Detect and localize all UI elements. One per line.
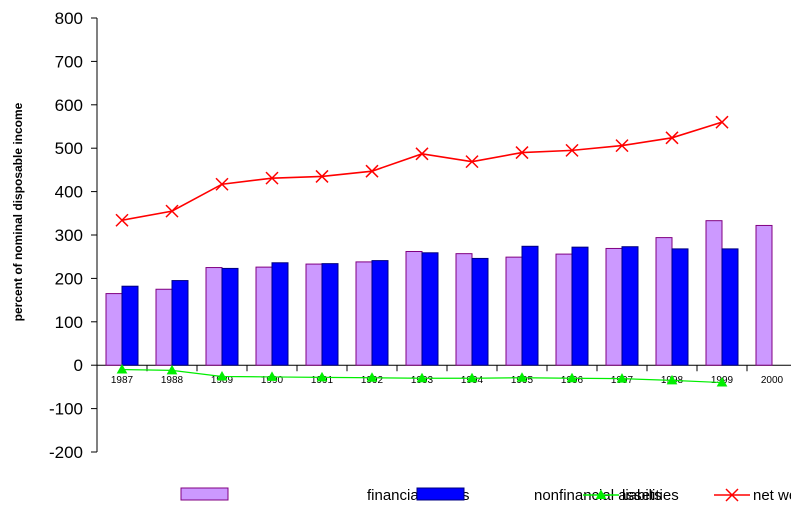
bar-nonfinancial-assets: [421, 252, 439, 366]
bar-nonfinancial-assets: [321, 263, 339, 366]
bar-nonfinancial-assets: [171, 280, 189, 366]
y-tick-label: 600: [55, 96, 83, 115]
bar-financial-assets: [505, 256, 523, 366]
point-liabilities: [216, 370, 228, 381]
bar-financial-assets: [105, 293, 123, 366]
point-net-wealth: [515, 146, 529, 160]
bar-nonfinancial-assets: [521, 245, 539, 366]
bar-nonfinancial-assets: [271, 262, 289, 366]
bar-financial-assets: [355, 261, 373, 366]
y-tick-label: 200: [55, 269, 83, 288]
bar-financial-assets: [255, 266, 273, 366]
point-net-wealth: [265, 171, 279, 185]
point-liabilities: [616, 373, 628, 383]
y-tick-label: 300: [55, 226, 83, 245]
point-net-wealth-stroke: [165, 204, 179, 218]
bar-nonfinancial-assets: [571, 246, 589, 366]
point-liabilities: [266, 371, 278, 381]
axes: 800 700 600 500 400 300 200 100 0 -100 -200 1987 198…: [49, 9, 791, 462]
point-net-wealth-stroke: [665, 131, 679, 145]
point-liabilities: [416, 372, 428, 383]
point-net-wealth-stroke: [315, 169, 329, 183]
y-axis-label: percent of nominal disposable income: [11, 102, 25, 321]
point-net-wealth-stroke: [265, 171, 279, 185]
point-net-wealth-stroke: [465, 155, 479, 169]
legend: financial assetsnonfinancial assetsliabi…: [180, 487, 791, 504]
point-net-wealth: [615, 139, 629, 153]
point-net-wealth-stroke: [515, 146, 529, 160]
point-net-wealth: [365, 164, 379, 178]
y-tick-label: 100: [55, 313, 83, 332]
legend-label: net wealth: [753, 487, 791, 504]
point-net-wealth-stroke: [615, 139, 629, 153]
bar-financial-assets: [705, 220, 723, 366]
bar-financial-assets: [555, 253, 573, 366]
x-tick-label: 1989: [211, 375, 234, 386]
y-tick-label: 400: [55, 183, 83, 202]
bar-nonfinancial-assets: [721, 248, 739, 366]
legend-label: liabilities: [622, 487, 679, 504]
point-liabilities: [666, 374, 678, 385]
point-liabilities: [516, 372, 528, 382]
point-net-wealth-stroke: [365, 164, 379, 178]
point-net-wealth: [565, 143, 579, 157]
legend-marker-stroke: [725, 488, 739, 502]
line-net-wealth: [121, 121, 723, 222]
point-net-wealth-stroke: [715, 115, 729, 129]
bar-financial-assets: [455, 253, 473, 366]
point-liabilities: [166, 364, 178, 375]
point-net-wealth: [115, 213, 129, 227]
bar-financial-assets: [655, 237, 673, 366]
y-tick-label: 500: [55, 139, 83, 158]
bar-nonfinancial-assets: [371, 260, 389, 366]
point-liabilities: [716, 377, 728, 387]
point-net-wealth: [315, 169, 329, 183]
point-net-wealth-stroke: [415, 147, 429, 161]
point-net-wealth: [415, 147, 429, 161]
point-net-wealth: [715, 115, 729, 129]
bar-financial-assets: [155, 288, 173, 366]
point-net-wealth-stroke: [115, 213, 129, 227]
point-net-wealth: [665, 131, 679, 145]
legend-item-liabilities: liabilities: [583, 487, 679, 504]
y-tick-label: 700: [55, 52, 83, 71]
point-net-wealth: [465, 155, 479, 169]
bar-financial-assets: [305, 263, 323, 366]
y-tick-label: -100: [49, 400, 83, 419]
point-net-wealth: [215, 177, 229, 191]
bars: [105, 220, 773, 366]
y-tick-label: 0: [74, 356, 83, 375]
y-tick-label: 800: [55, 9, 83, 28]
bar-nonfinancial-assets: [471, 257, 489, 366]
x-tick-label: 1987: [111, 375, 134, 386]
point-net-wealth: [165, 204, 179, 218]
legend-swatch: [416, 487, 465, 501]
point-net-wealth-stroke: [215, 177, 229, 191]
bar-financial-assets: [405, 250, 423, 366]
point-net-wealth-stroke: [565, 143, 579, 157]
x-tick-label: 2000: [761, 375, 784, 386]
bar-nonfinancial-assets: [671, 248, 689, 366]
point-liabilities: [466, 372, 478, 383]
legend-swatch: [180, 487, 229, 501]
point-liabilities: [116, 364, 128, 374]
bar-nonfinancial-assets: [621, 246, 639, 366]
bar-financial-assets: [605, 247, 623, 366]
legend-marker: [595, 489, 607, 499]
bar-financial-assets: [205, 267, 223, 366]
point-liabilities: [316, 371, 328, 382]
bar-nonfinancial-assets: [221, 267, 239, 366]
series-lines: [115, 115, 729, 387]
point-liabilities: [366, 372, 378, 382]
y-tick-label: -200: [49, 443, 83, 462]
bar-financial-assets: [755, 224, 773, 366]
x-tick-label: 1988: [161, 375, 184, 386]
point-liabilities: [566, 372, 578, 383]
legend-item-net-wealth: net wealth: [714, 487, 791, 504]
bar-nonfinancial-assets: [121, 285, 139, 366]
legend-marker: [725, 488, 739, 502]
